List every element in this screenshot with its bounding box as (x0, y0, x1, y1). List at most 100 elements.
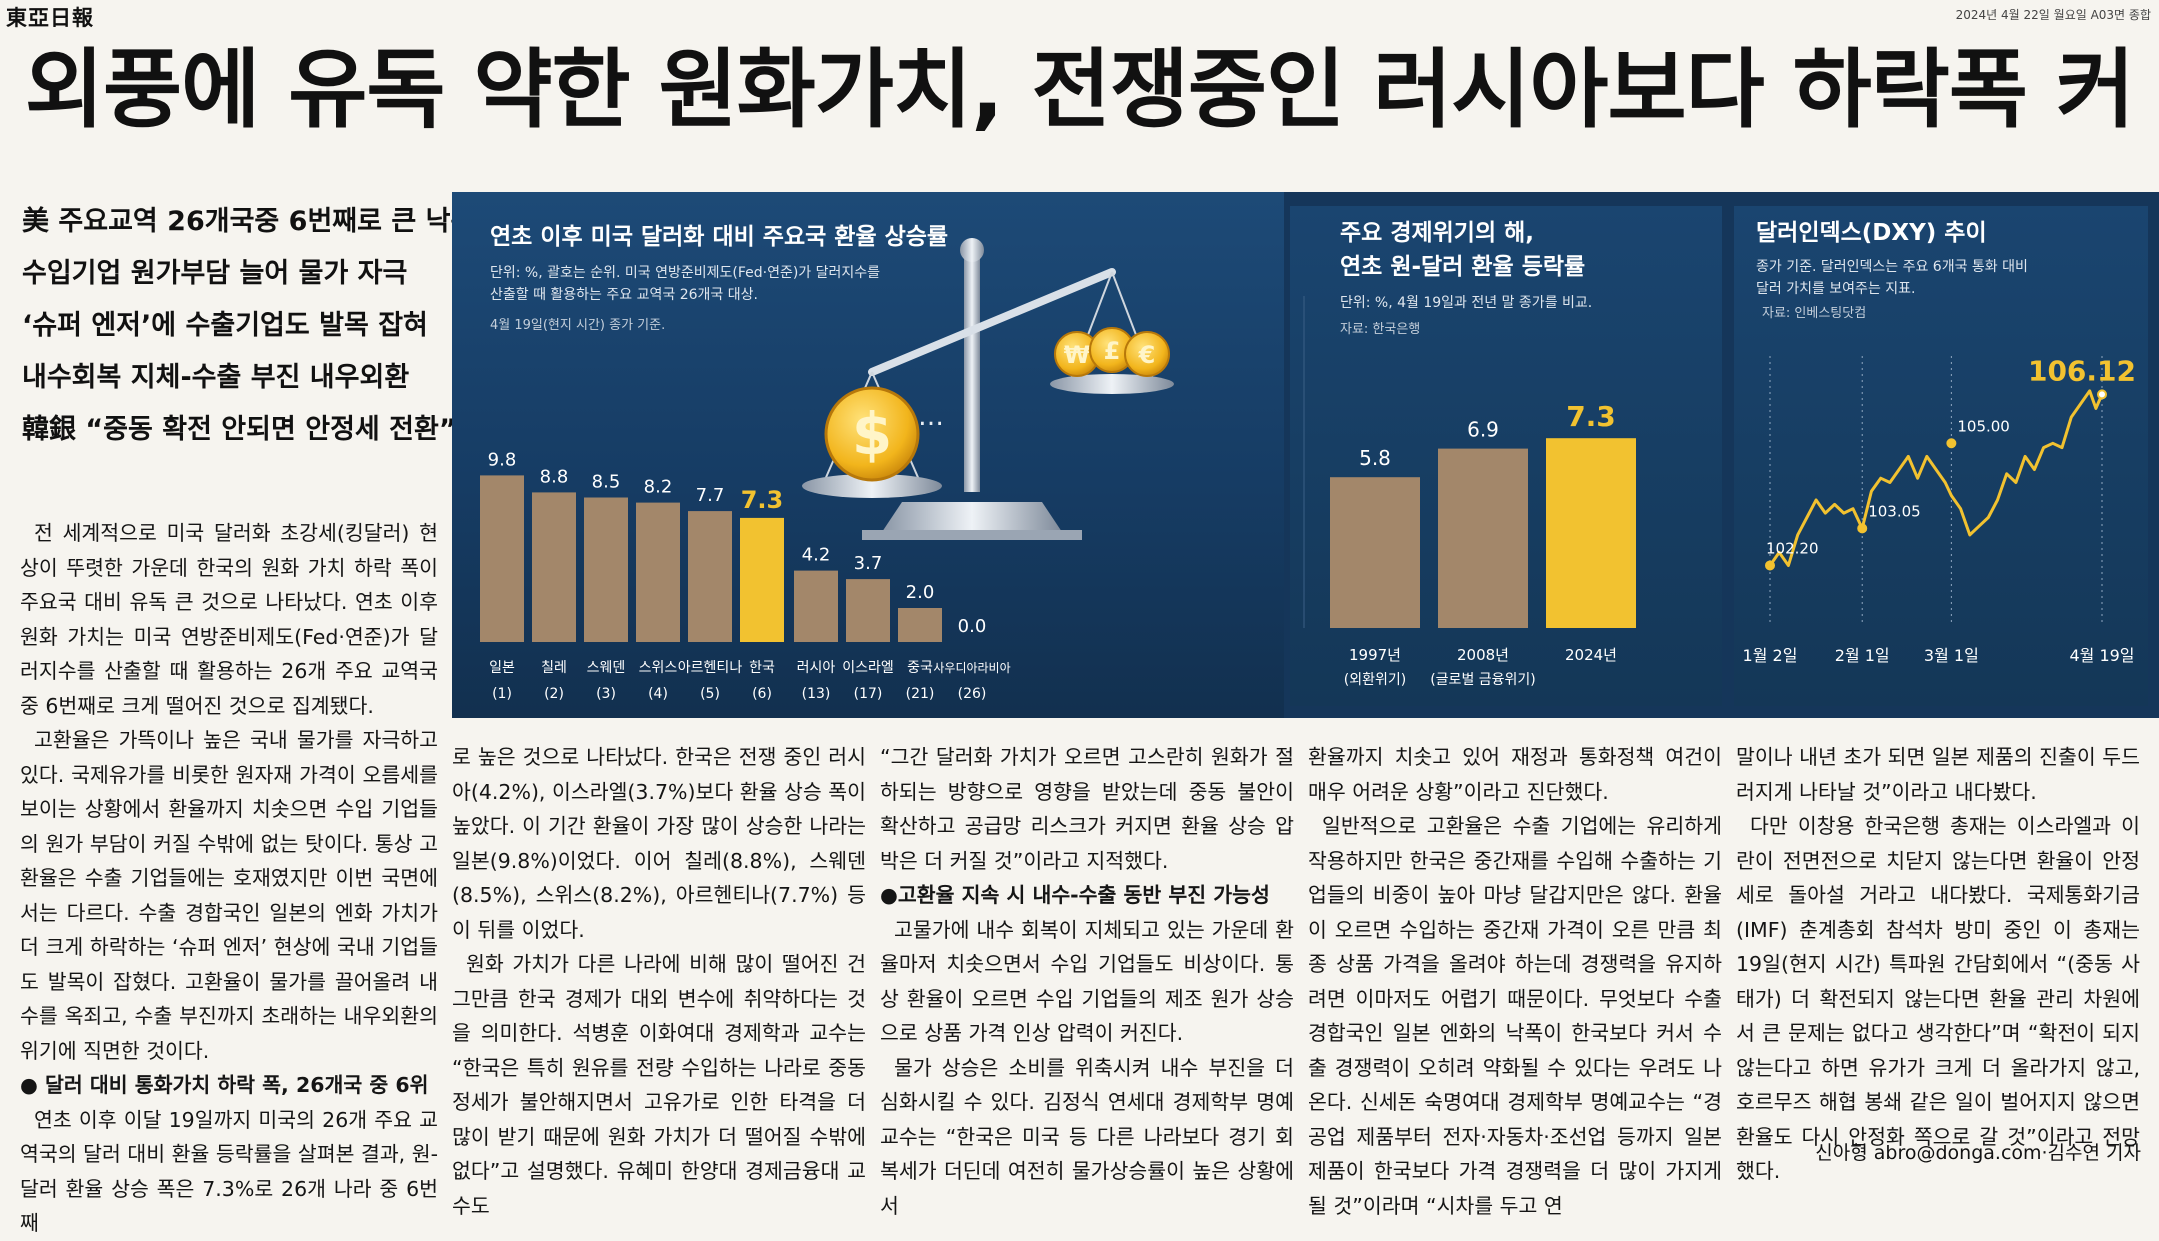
rank-label: (5) (700, 686, 720, 702)
subheads: 美 주요교역 26개국중 6번째로 큰 낙폭 수입기업 원가부담 늘어 물가 자… (22, 196, 476, 456)
rank-label: (13) (802, 686, 831, 702)
subhead: 美 주요교역 26개국중 6번째로 큰 낙폭 (22, 206, 476, 237)
x-tick-label: 2월 1일 (1835, 646, 1890, 665)
paragraph: 고환율은 가뜩이나 높은 국내 물가를 자극하고 있다. 국제유가를 비롯한 원… (20, 728, 438, 1063)
data-label: 7.3 (1566, 400, 1616, 433)
currency-bar-chart: 9.8 일본 (1) 8.8 칠레 (2) 8.5 스웨덴 (3) 8.2 스위스 (4) 7.7 아르헨… (480, 449, 1011, 702)
paragraph: 일반적으로 고환율은 수출 기업에는 유리하게 작용하지만 한국은 중간재를 수… (1308, 814, 1722, 1218)
panel1-note: 단위: %, 괄호는 순위. 미국 연방준비제도(Fed·연준)가 달러지수를 (490, 265, 881, 281)
svg-text:₩: ₩ (1064, 341, 1091, 369)
bar (1438, 448, 1528, 628)
x-tick-label: 3월 1일 (1924, 646, 1979, 665)
bar (898, 608, 942, 642)
panel-crisis-years: 주요 경제위기의 해, 연초 원-달러 환율 등락률 단위: %, 4월 19일… (1290, 206, 1722, 706)
data-label: 6.9 (1467, 418, 1499, 442)
panel3-title: 달러인덱스(DXY) 추이 (1756, 220, 1987, 246)
bar (688, 511, 732, 642)
dxy-series-line (1768, 389, 2104, 567)
data-label: 105.00 (1957, 417, 2010, 435)
data-point (1857, 523, 1868, 534)
category-label: 2008년 (1457, 646, 1509, 664)
dateline: 2024년 4월 22일 월요일 A03면 종합 (1955, 8, 2151, 22)
category-label: 스웨덴 (587, 660, 626, 676)
panel2-note: 단위: %, 4월 19일과 전년 말 종가를 비교. (1340, 295, 1593, 311)
bar (794, 570, 838, 642)
bar (1330, 477, 1420, 628)
section-heading: ●고환율 지속 시 내수-수출 동반 부진 가능성 (880, 883, 1270, 907)
bar (584, 497, 628, 642)
bar (480, 475, 524, 642)
ellipsis: … (918, 402, 944, 432)
category-label: 이스라엘 (842, 660, 894, 676)
data-label: 103.05 (1868, 502, 1921, 520)
rank-label: (4) (648, 686, 668, 702)
category-label: 칠레 (541, 660, 567, 676)
section-heading: ● 달러 대비 통화가치 하락 폭, 26개국 중 6위 (20, 1073, 429, 1097)
bar (636, 502, 680, 642)
panel3-note: 달러 가치를 보여주는 지표. (1756, 281, 1916, 297)
category-label: 일본 (489, 660, 515, 676)
data-label: 106.12 (2028, 354, 2136, 387)
data-label: 0.0 (958, 616, 987, 637)
data-label: 9.8 (488, 449, 517, 470)
subhead: ‘슈퍼 엔저’에 수출기업도 발목 잡혀 (22, 310, 428, 341)
panel-dxy: 달러인덱스(DXY) 추이 종가 기준. 달러인덱스는 주요 6개국 통화 대비… (1734, 206, 2148, 706)
paragraph: 연초 이후 이달 19일까지 미국의 26개 주요 교역국의 달러 대비 환율 … (20, 1107, 438, 1236)
paragraph: 다만 이창용 한국은행 총재는 이스라엘과 이란이 전면전으로 치닫지 않는다면… (1736, 814, 2140, 1183)
category-label: 사우디아라비아 (933, 661, 1010, 675)
data-label: 7.3 (741, 486, 784, 514)
rank-label: (3) (596, 686, 616, 702)
x-tick-label: 1월 2일 (1743, 646, 1798, 665)
paragraph: 로 높은 것으로 나타났다. 한국은 전쟁 중인 러시아(4.2%), 이스라엘… (452, 745, 866, 942)
svg-text:€: € (1138, 341, 1156, 369)
data-label: 8.8 (540, 466, 569, 487)
category-label: 스위스 (639, 660, 678, 676)
dxy-line-chart: 102.20 103.05 105.00 106.12 1월 2일 2월 1일 3월 1일 4… (1743, 354, 2136, 665)
category-label: 1997년 (1349, 646, 1401, 664)
article-column-5: 말이나 내년 초가 되면 일본 제품의 진출이 두드러지게 나타날 것”이라고 … (1736, 740, 2140, 1189)
panel1-title: 연초 이후 미국 달러화 대비 주요국 환율 상승률 (490, 224, 949, 250)
byline: 신아형 abro@donga.com·김수연 기자 (1815, 1142, 2141, 1164)
category-sublabel: (외환위기) (1344, 672, 1406, 688)
panel1-note: 산출할 때 활용하는 주요 교역국 26개국 대상. (490, 287, 758, 303)
data-label: 5.8 (1359, 446, 1391, 470)
rank-label: (6) (752, 686, 772, 702)
panel2-source: 자료: 한국은행 (1340, 322, 1421, 337)
panel2-title: 연초 원-달러 환율 등락률 (1340, 254, 1586, 280)
data-label: 2.0 (906, 582, 935, 603)
category-sublabel: (글로벌 금융위기) (1430, 672, 1536, 688)
newspaper-logo: 東亞日報 (6, 5, 94, 30)
paragraph: “그간 달러화 가치가 오르면 고스란히 원화가 절하되는 방향으로 영향을 받… (880, 745, 1294, 873)
rank-label: (26) (958, 686, 987, 702)
subhead: 韓銀 “중동 확전 안되면 안정세 전환” (22, 414, 457, 445)
paragraph: 고물가에 내수 회복이 지체되고 있는 가운데 환율마저 치솟으면서 수입 기업… (880, 917, 1294, 1046)
category-label: 2024년 (1565, 646, 1617, 664)
svg-text:$: $ (852, 400, 892, 468)
article-column-2: 로 높은 것으로 나타났다. 한국은 전쟁 중인 러시아(4.2%), 이스라엘… (452, 740, 866, 1223)
panel3-note: 종가 기준. 달러인덱스는 주요 6개국 통화 대비 (1756, 259, 2028, 275)
data-point (2097, 389, 2107, 400)
data-point (1946, 438, 1957, 449)
category-label: 러시아 (797, 660, 836, 676)
category-label: 아르헨티나 (678, 660, 743, 676)
rank-label: (21) (906, 686, 935, 702)
bar (1546, 438, 1636, 628)
infographic: 연초 이후 미국 달러화 대비 주요국 환율 상승률 단위: %, 괄호는 순위… (452, 192, 2159, 718)
x-tick-label: 4월 19일 (2069, 646, 2134, 665)
headline: 외풍에 유독 약한 원화가치, 전쟁중인 러시아보다 하락폭 커 (24, 40, 2135, 140)
paragraph: 전 세계적으로 미국 달러화 초강세(킹달러) 현상이 뚜렷한 가운데 한국의 … (20, 521, 438, 718)
article-column-3: “그간 달러화 가치가 오르면 고스란히 원화가 절하되는 방향으로 영향을 받… (880, 740, 1294, 1223)
data-label: 7.7 (696, 485, 725, 506)
category-label: 한국 (749, 660, 775, 676)
panel1-source: 4월 19일(현지 시간) 종가 기준. (490, 318, 666, 333)
paragraph: 원화 가치가 다른 나라에 비해 많이 떨어진 건 그만큼 한국 경제가 대외 … (452, 952, 866, 1218)
article-column-4: 환율까지 치솟고 있어 재정과 통화정책 여건이 매우 어려운 상황”이라고 진… (1308, 740, 1722, 1223)
panel2-title: 주요 경제위기의 해, (1340, 220, 1535, 246)
data-label: 3.7 (854, 553, 883, 574)
scale-icon: $ ₩ £ € (802, 238, 1174, 540)
paragraph: 말이나 내년 초가 되면 일본 제품의 진출이 두드러지게 나타날 것”이라고 … (1736, 745, 2140, 804)
rank-label: (17) (854, 686, 883, 702)
subhead: 내수회복 지체-수출 부진 내우외환 (22, 362, 410, 393)
paragraph: 환율까지 치솟고 있어 재정과 통화정책 여건이 매우 어려운 상황”이라고 진… (1308, 745, 1722, 804)
data-label: 8.2 (644, 477, 673, 498)
